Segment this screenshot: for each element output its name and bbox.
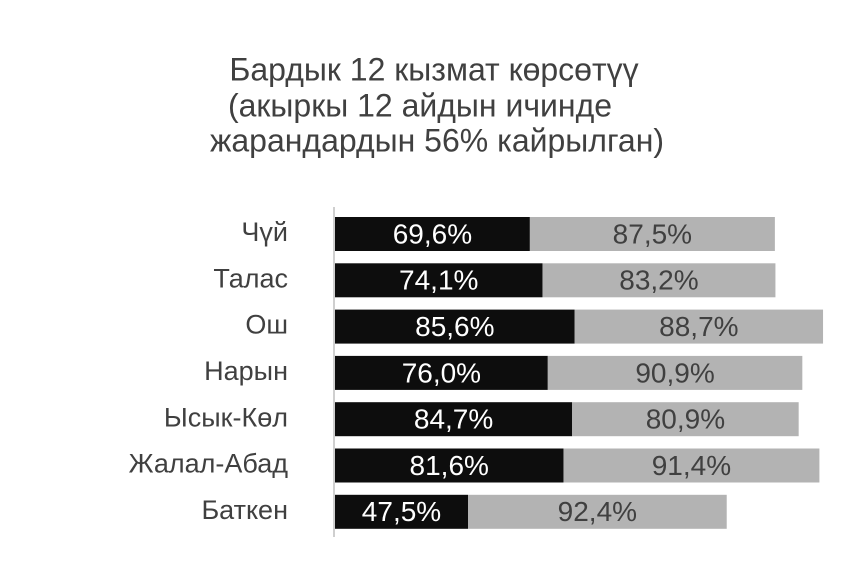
- value-label: 87,5%: [613, 218, 692, 249]
- category-label: Ош: [245, 310, 288, 340]
- value-label: 81,6%: [410, 450, 489, 481]
- value-label: 92,4%: [558, 496, 637, 527]
- chart-title: жарандардын 56% кайрылган): [210, 122, 664, 158]
- bar-segment: [572, 402, 799, 437]
- category-label: Нарын: [204, 356, 288, 386]
- category-label: Баткен: [201, 495, 288, 525]
- value-label: 47,5%: [362, 496, 441, 527]
- bar-segment: [335, 309, 575, 344]
- value-label: 90,9%: [635, 357, 714, 388]
- bar-segment: [529, 217, 775, 251]
- value-label: 84,7%: [414, 404, 493, 435]
- bar-segment: [574, 309, 824, 344]
- bar-segment: [335, 402, 573, 437]
- bar-segment: [335, 263, 543, 298]
- category-label: Жалал-Абад: [129, 449, 289, 479]
- value-label: 83,2%: [619, 265, 698, 296]
- value-label: 76,0%: [402, 357, 481, 388]
- bar-segment: [563, 448, 820, 483]
- bar-segment: [335, 355, 548, 390]
- bar-segment: [468, 494, 727, 529]
- value-label: 80,9%: [646, 404, 725, 435]
- category-label: Талас: [213, 263, 288, 293]
- category-label: Ысык-Көл: [164, 402, 288, 432]
- bar-segment: [335, 494, 468, 529]
- bar-segment: [335, 448, 564, 483]
- bar-segment: [547, 355, 803, 390]
- value-label: 88,7%: [659, 311, 738, 342]
- value-label: 74,1%: [399, 265, 478, 296]
- bar-segment: [542, 263, 776, 298]
- chart-title: (акыркы 12 айдын ичинде: [228, 87, 612, 123]
- value-label: 85,6%: [415, 311, 494, 342]
- value-label: 91,4%: [652, 450, 731, 481]
- chart-title: Бардык 12 кызмат көрсөтүү: [229, 51, 638, 87]
- bar-segment: [335, 217, 530, 251]
- value-label: 69,6%: [393, 218, 472, 249]
- category-label: Чүй: [241, 217, 288, 247]
